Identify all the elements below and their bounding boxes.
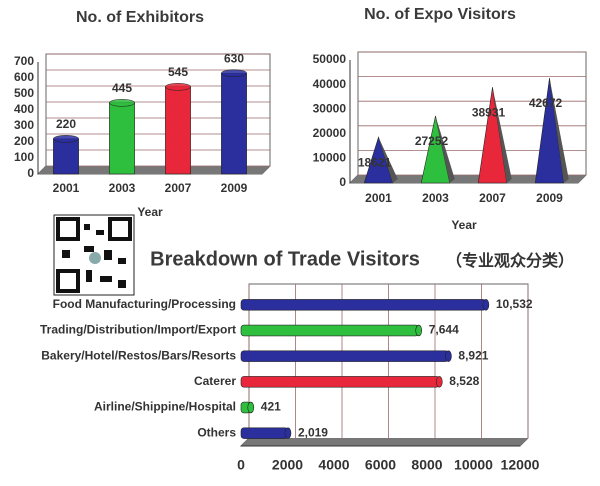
y-tick-label: 300 — [14, 118, 34, 132]
value-label: 2,019 — [298, 425, 328, 439]
value-label: 27252 — [415, 134, 449, 148]
qr-code — [53, 214, 135, 296]
bar — [240, 376, 440, 388]
bar — [240, 299, 487, 311]
y-tick-label: 50000 — [313, 52, 347, 66]
value-label: 7,644 — [429, 323, 459, 337]
chart-title: No. of Expo Visitors — [364, 6, 516, 23]
cone — [534, 77, 565, 184]
x-tick-label: 4000 — [318, 457, 349, 473]
x-tick-label: 2007 — [165, 181, 192, 195]
bar-top — [221, 69, 247, 77]
y-tick-label: Trading/Distribution/Import/Export — [40, 323, 236, 337]
y-tick-label: Others — [197, 425, 236, 439]
y-tick-label: 40000 — [313, 77, 347, 91]
x-tick-label: 2007 — [479, 191, 506, 205]
x-axis-label: Year — [137, 205, 163, 219]
value-label: 38931 — [472, 105, 506, 119]
y-tick-label: 600 — [14, 70, 34, 84]
x-tick-label: 8000 — [411, 457, 442, 473]
x-tick-label: 2001 — [365, 191, 392, 205]
cone-side — [378, 137, 398, 183]
y-tick-label: Caterer — [194, 374, 236, 388]
x-tick-label: 2003 — [109, 181, 136, 195]
value-label: 18621 — [358, 155, 392, 169]
floor — [38, 166, 270, 174]
value-label: 10,532 — [496, 297, 533, 311]
y-tick-label: 200 — [14, 134, 34, 148]
x-tick-label: 2009 — [536, 191, 563, 205]
y-tick-label: 400 — [14, 102, 34, 116]
bar-end — [482, 299, 490, 311]
value-label: 630 — [224, 51, 244, 65]
bar-top — [109, 99, 135, 107]
y-tick-label: 20000 — [313, 126, 347, 140]
floor — [350, 175, 586, 183]
x-tick-label: 6000 — [365, 457, 396, 473]
value-label: 421 — [261, 400, 281, 414]
chart-title: No. of Exhibitors — [76, 9, 204, 26]
x-tick-label: 2000 — [272, 457, 303, 473]
x-tick-label: 2001 — [53, 181, 80, 195]
bar — [53, 138, 79, 175]
value-label: 8,528 — [449, 374, 479, 388]
x-tick-label: 10000 — [454, 457, 493, 473]
y-tick-label: Bakery/Hotel/Restos/Bars/Resorts — [41, 348, 236, 362]
x-tick-label: 2003 — [422, 191, 449, 205]
floor — [241, 438, 528, 446]
y-tick-label: 0 — [339, 175, 346, 189]
cone-side — [549, 78, 569, 183]
value-label: 545 — [168, 65, 188, 79]
bar-end — [435, 376, 443, 388]
bar — [240, 324, 420, 337]
y-tick-label: 100 — [14, 150, 34, 164]
y-tick-label: 500 — [14, 86, 34, 100]
value-label: 8,921 — [458, 348, 488, 362]
chart-title: Breakdown of Trade Visitors — [150, 248, 420, 270]
bar — [221, 72, 247, 175]
bar — [109, 102, 135, 175]
x-tick-label: 2009 — [221, 181, 248, 195]
bar-end — [284, 427, 292, 439]
bar-end — [445, 350, 452, 362]
bar — [165, 86, 191, 175]
bar-top — [53, 135, 79, 143]
y-tick-label: 10000 — [313, 151, 347, 165]
x-tick-label: 12000 — [501, 457, 540, 473]
bar — [240, 427, 289, 439]
bar-end — [247, 401, 255, 414]
cone-side — [435, 115, 455, 183]
x-tick-label: 0 — [237, 457, 245, 473]
chart-subtitle: （专业观众分类） — [446, 251, 574, 270]
x-axis-label: Year — [451, 218, 477, 232]
y-tick-label: Airline/Shippine/Hospital — [94, 400, 236, 414]
value-label: 445 — [112, 81, 132, 95]
value-label: 220 — [56, 117, 76, 131]
y-tick-label: Food Manufacturing/Processing — [53, 297, 236, 311]
y-tick-label: 30000 — [313, 101, 347, 115]
y-tick-label: 0 — [27, 166, 34, 180]
y-tick-label: 700 — [14, 54, 34, 68]
bar-end — [415, 324, 423, 337]
bar — [240, 350, 449, 362]
cone-side — [492, 87, 512, 183]
value-label: 42672 — [529, 96, 563, 110]
bar-top — [165, 83, 191, 91]
